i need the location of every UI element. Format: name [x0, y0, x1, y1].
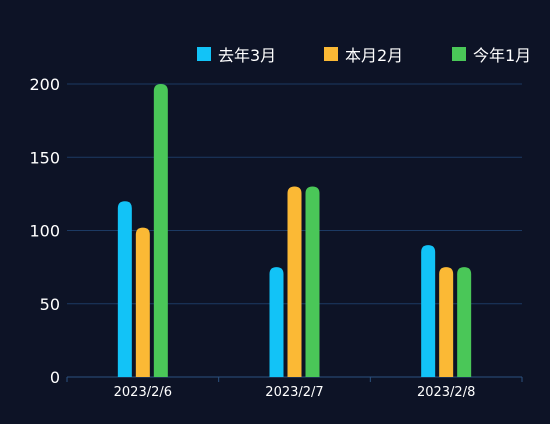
- y-tick-label: 150: [29, 148, 60, 167]
- y-tick-label: 0: [50, 368, 60, 387]
- y-tick-label: 200: [29, 75, 60, 94]
- legend-label-2[interactable]: 本月2月: [345, 46, 403, 65]
- y-tick-label: 100: [29, 222, 60, 241]
- legend-swatch-2[interactable]: [324, 47, 338, 61]
- x-tick-label: 2023/2/7: [265, 385, 323, 400]
- bar-3-2: [305, 186, 320, 377]
- legend-label-1[interactable]: 去年3月: [218, 46, 276, 65]
- bar-3-3: [457, 267, 472, 377]
- bar-3-1: [153, 84, 168, 377]
- y-tick-label: 50: [40, 295, 60, 314]
- bar-1-1: [117, 201, 132, 377]
- bar-2-3: [439, 267, 454, 377]
- legend-label-3[interactable]: 今年1月: [473, 46, 531, 65]
- bar-2-1: [135, 227, 150, 377]
- bar-2-2: [287, 186, 302, 377]
- bar-1-2: [269, 267, 284, 377]
- legend-swatch-3[interactable]: [452, 47, 466, 61]
- legend-swatch-1[interactable]: [197, 47, 211, 61]
- x-tick-label: 2023/2/8: [417, 385, 475, 400]
- x-tick-label: 2023/2/6: [114, 385, 172, 400]
- bar-1-3: [421, 245, 436, 377]
